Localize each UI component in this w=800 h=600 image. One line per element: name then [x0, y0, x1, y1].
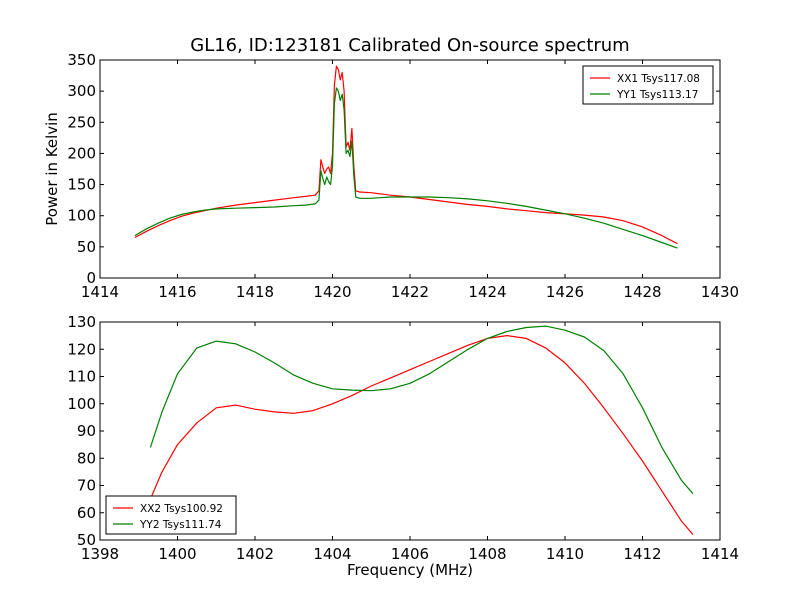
bottom-x-tick-label: 1400: [158, 545, 196, 563]
top-x-tick-label: 1424: [468, 283, 506, 301]
bottom-y-tick-label: 120: [67, 340, 96, 358]
bottom-y-tick-label: 110: [67, 368, 96, 386]
top-y-tick-label: 200: [67, 144, 96, 162]
bottom-x-tick-label: 1410: [546, 545, 584, 563]
bottom-legend-label-1: XX2 Tsys100.92: [140, 503, 223, 515]
top-y-tick-label: 0: [86, 269, 96, 287]
bottom-series-line-1: [149, 335, 694, 535]
top-x-tick-label: 1428: [623, 283, 661, 301]
bottom-y-tick-label: 60: [77, 504, 96, 522]
bottom-x-tick-label: 1408: [468, 545, 506, 563]
bottom-y-tick-label: 100: [67, 395, 96, 413]
bottom-y-tick-label: 50: [77, 531, 96, 549]
bottom-y-tick-label: 130: [67, 313, 96, 331]
top-legend-label-1: XX1 Tsys117.08: [617, 73, 700, 85]
bottom-legend-label-2: YY2 Tsys111.74: [139, 519, 222, 531]
top-y-tick-label: 300: [67, 82, 96, 100]
bottom-panel: 1398 1400 1402 1404 1406 1408 1410 1412 1414 50 60…: [67, 313, 739, 563]
top-y-tick-label: 150: [67, 176, 96, 194]
top-y-tick-label: 250: [67, 113, 96, 131]
bottom-x-tick-label: 1402: [236, 545, 274, 563]
top-legend-label-2: YY1 Tsys113.17: [616, 89, 698, 101]
bottom-y-tick-label: 80: [77, 449, 96, 467]
bottom-x-tick-label: 1406: [391, 545, 429, 563]
bottom-legend-box: [105, 495, 237, 535]
top-y-tick-label: 350: [67, 51, 96, 69]
top-x-tick-label: 1418: [236, 283, 274, 301]
bottom-y-tick-label: 90: [77, 422, 96, 440]
bottom-x-tick-label: 1412: [623, 545, 661, 563]
top-x-tick-label: 1416: [158, 283, 196, 301]
x-axis-label-bottom: Frequency (MHz): [346, 561, 474, 579]
top-x-tick-label: 1430: [701, 283, 739, 301]
bottom-x-tick-label: 1398: [81, 545, 119, 563]
bottom-y-tick-label: 70: [77, 477, 96, 495]
top-series-line-2: [134, 87, 678, 249]
top-x-tick-label: 1426: [546, 283, 584, 301]
top-series-line-1: [134, 65, 678, 245]
chart-title: GL16, ID:123181 Calibrated On-source spe…: [190, 35, 630, 56]
top-x-tick-label: 1414: [81, 283, 119, 301]
bottom-x-tick-label: 1404: [313, 545, 351, 563]
y-axis-label-top: Power in Kelvin: [43, 112, 61, 226]
top-x-tick-label: 1420: [313, 283, 351, 301]
bottom-series-line-2: [149, 325, 694, 495]
bottom-x-tick-label: 1414: [701, 545, 739, 563]
top-y-tick-label: 50: [77, 238, 96, 256]
top-x-tick-label: 1422: [391, 283, 429, 301]
top-legend-box: [582, 65, 714, 105]
top-y-tick-label: 100: [67, 207, 96, 225]
top-panel: 1414 1416 1418 1420 1422 1424 1426 1428 1430 0 50 1…: [67, 51, 739, 301]
